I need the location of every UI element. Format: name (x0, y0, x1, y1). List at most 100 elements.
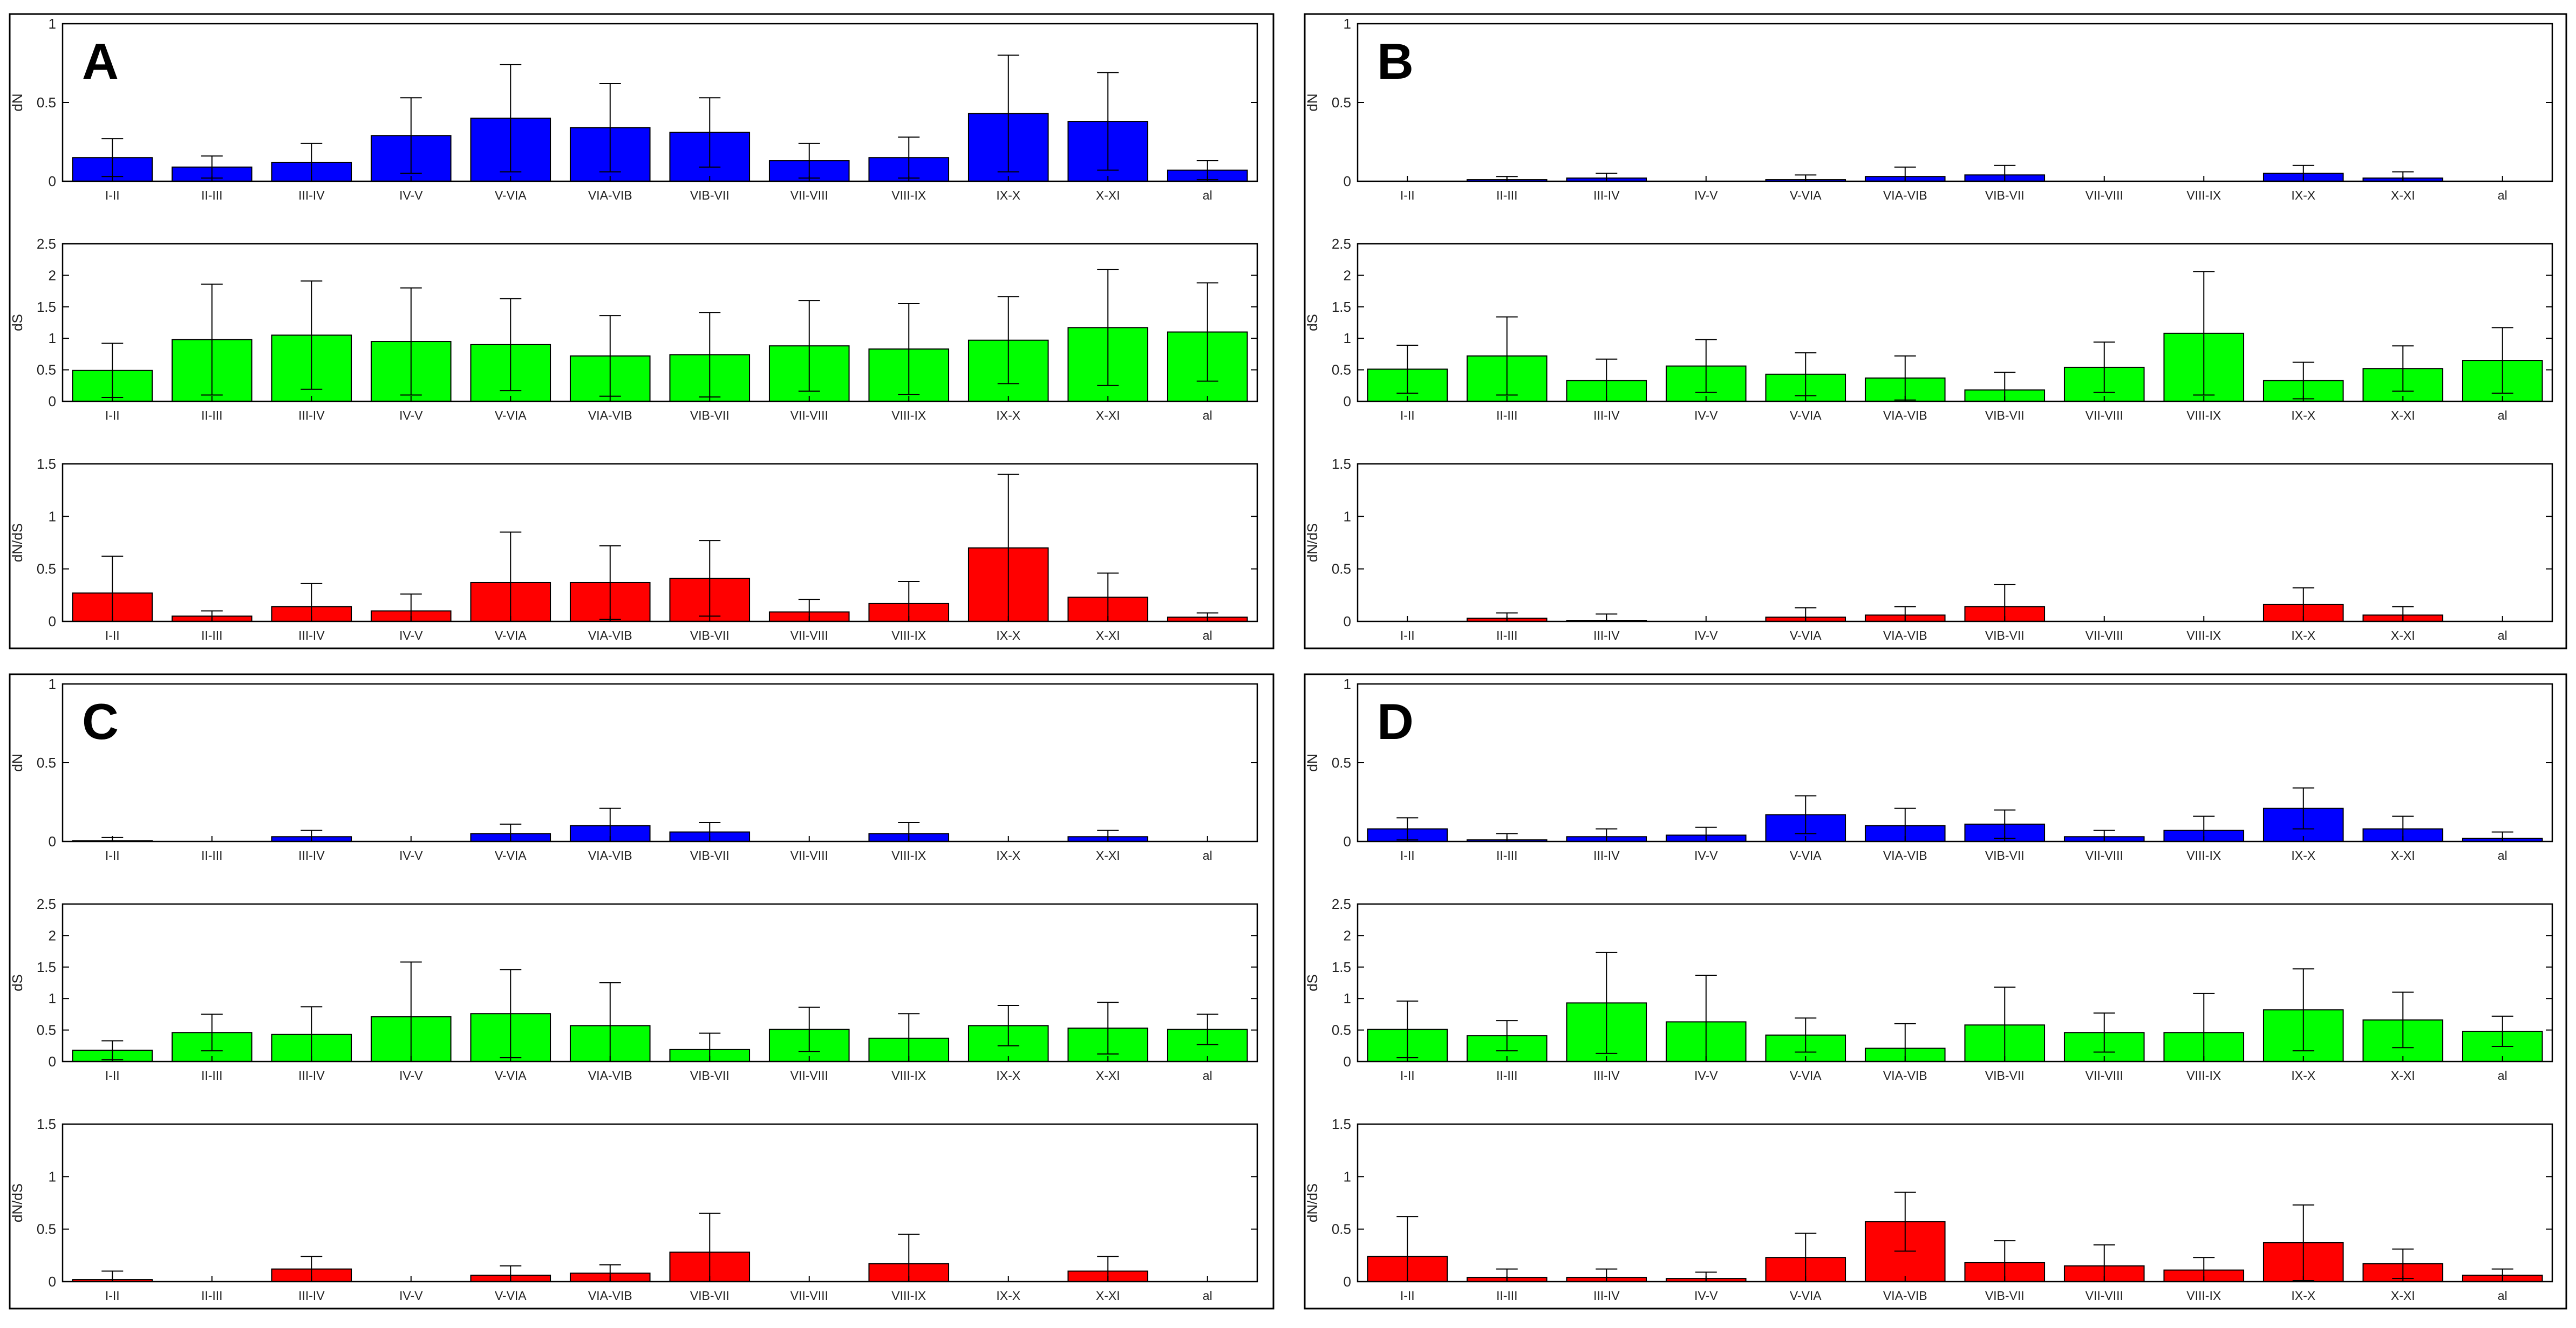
y-tick-label: 1.5 (1332, 1116, 1351, 1132)
axes-box (62, 463, 1258, 622)
y-tick-label: 1 (49, 508, 56, 524)
category-label: VIA-VIB (1883, 1069, 1927, 1083)
category-label: V-VIA (495, 1069, 527, 1083)
axes-box (62, 1123, 1258, 1283)
subplot-ds: I-II II-III III-IV IV-V V-VIA VIA-VIB VIB-VII V… (9, 236, 1258, 422)
category-label: II-III (1496, 628, 1518, 642)
axes-box (62, 903, 1258, 1063)
y-tick-label: 1 (49, 16, 56, 32)
category-label: VIII-IX (891, 1069, 926, 1083)
category-label: II-III (201, 408, 223, 422)
y-tick-label: 0 (1344, 393, 1351, 409)
category-label: X-XI (2391, 1069, 2415, 1083)
y-tick-label: 1 (1344, 990, 1351, 1007)
category-label: III-IV (298, 848, 325, 862)
category-label: VIB-VII (1985, 1289, 2025, 1303)
category-label: V-VIA (1790, 1069, 1822, 1083)
category-label: III-IV (1593, 1289, 1620, 1303)
y-axis-label: dN/dS (1304, 1183, 1320, 1222)
y-tick-label: 1 (49, 676, 56, 692)
category-label: VII-VIII (2086, 848, 2123, 862)
category-label: VIA-VIB (588, 628, 632, 642)
category-label: II-III (201, 1289, 223, 1303)
y-axis-label: dN (1304, 754, 1320, 771)
y-axis-label: dS (9, 314, 25, 331)
category-label: VIA-VIB (588, 408, 632, 422)
y-axis-label: dS (9, 974, 25, 991)
category-label: IV-V (399, 408, 423, 422)
category-label: IV-V (399, 1289, 423, 1303)
category-label: IX-X (2291, 1069, 2315, 1083)
category-label: III-IV (1593, 408, 1620, 422)
panel-frame (9, 13, 1275, 649)
category-label: IX-X (2291, 1289, 2315, 1303)
panel-frame (1304, 13, 2567, 649)
category-label: IX-X (2291, 848, 2315, 862)
category-label: I-II (105, 1289, 120, 1303)
category-label: IV-V (1694, 1069, 1718, 1083)
category-label: VIA-VIB (588, 1289, 632, 1303)
y-axis-label: dN (1304, 93, 1320, 111)
category-label: I-II (105, 628, 120, 642)
category-label: VIII-IX (2186, 628, 2221, 642)
subplot-dn-ds: I-II II-III III-IV IV-V V-VIA VIA-VIB VIB-VII V… (9, 456, 1258, 642)
y-tick-label: 0 (1344, 613, 1351, 629)
category-label: X-XI (1096, 1069, 1120, 1083)
axes-box (1357, 683, 2553, 843)
category-label: IX-X (996, 848, 1020, 862)
category-label: VIII-IX (2186, 848, 2221, 862)
category-label: II-III (201, 1069, 223, 1083)
category-label: al (2498, 628, 2507, 642)
y-tick-label: 0 (1344, 833, 1351, 850)
y-tick-label: 0.5 (1332, 755, 1351, 771)
y-tick-label: 1.5 (37, 1116, 56, 1132)
subplot-ds: I-II II-III III-IV IV-V V-VIA VIA-VIB VIB-VII V… (9, 896, 1258, 1083)
y-tick-label: 0.5 (1332, 362, 1351, 378)
y-tick-label: 2.5 (1332, 896, 1351, 912)
category-label: IX-X (2291, 408, 2315, 422)
category-label: VIII-IX (2186, 1069, 2221, 1083)
category-label: V-VIA (1790, 628, 1822, 642)
category-label: IX-X (996, 188, 1020, 202)
axes-box (1357, 903, 2553, 1063)
category-label: VIII-IX (2186, 188, 2221, 202)
y-axis-label: dN (9, 754, 25, 771)
category-label: VIB-VII (690, 188, 730, 202)
category-label: IX-X (2291, 188, 2315, 202)
category-label: IV-V (399, 628, 423, 642)
category-label: V-VIA (1790, 188, 1822, 202)
category-label: IX-X (2291, 628, 2315, 642)
category-label: VII-VIII (2086, 188, 2123, 202)
y-tick-label: 0.5 (37, 1022, 56, 1038)
category-label: VIB-VII (690, 1069, 730, 1083)
category-label: III-IV (298, 188, 325, 202)
category-label: VIA-VIB (1883, 1289, 1927, 1303)
subplot-ds: I-II II-III III-IV IV-V V-VIA VIA-VIB VIB-VII V… (1304, 896, 2553, 1083)
category-label: VIII-IX (891, 628, 926, 642)
y-tick-label: 0.5 (1332, 1022, 1351, 1038)
y-tick-label: 1 (49, 330, 56, 346)
category-label: al (2498, 848, 2507, 862)
y-tick-label: 1 (1344, 508, 1351, 524)
y-tick-label: 0.5 (37, 94, 56, 111)
category-label: IV-V (1694, 1289, 1718, 1303)
y-axis-label: dS (1304, 974, 1320, 991)
category-label: III-IV (1593, 1069, 1620, 1083)
category-label: al (1203, 408, 1212, 422)
category-label: III-IV (298, 408, 325, 422)
category-label: X-XI (2391, 628, 2415, 642)
category-label: VIII-IX (2186, 1289, 2221, 1303)
y-tick-label: 0 (1344, 1053, 1351, 1070)
panel-c: I-II II-III III-IV IV-V V-VIA VIA-VIB VIB-VII V… (9, 673, 1275, 1310)
category-label: X-XI (1096, 628, 1120, 642)
subplot-dn: I-II II-III III-IV IV-V V-VIA VIA-VIB VIB-VII V… (9, 16, 1258, 202)
axes-box (62, 683, 1258, 843)
axes-box (1357, 463, 2553, 622)
category-label: I-II (105, 408, 120, 422)
y-tick-label: 1.5 (1332, 959, 1351, 975)
category-label: VII-VIII (2086, 628, 2123, 642)
category-label: VIII-IX (891, 1289, 926, 1303)
y-tick-label: 2.5 (37, 236, 56, 252)
category-label: X-XI (1096, 408, 1120, 422)
panel-letter: A (82, 33, 119, 90)
